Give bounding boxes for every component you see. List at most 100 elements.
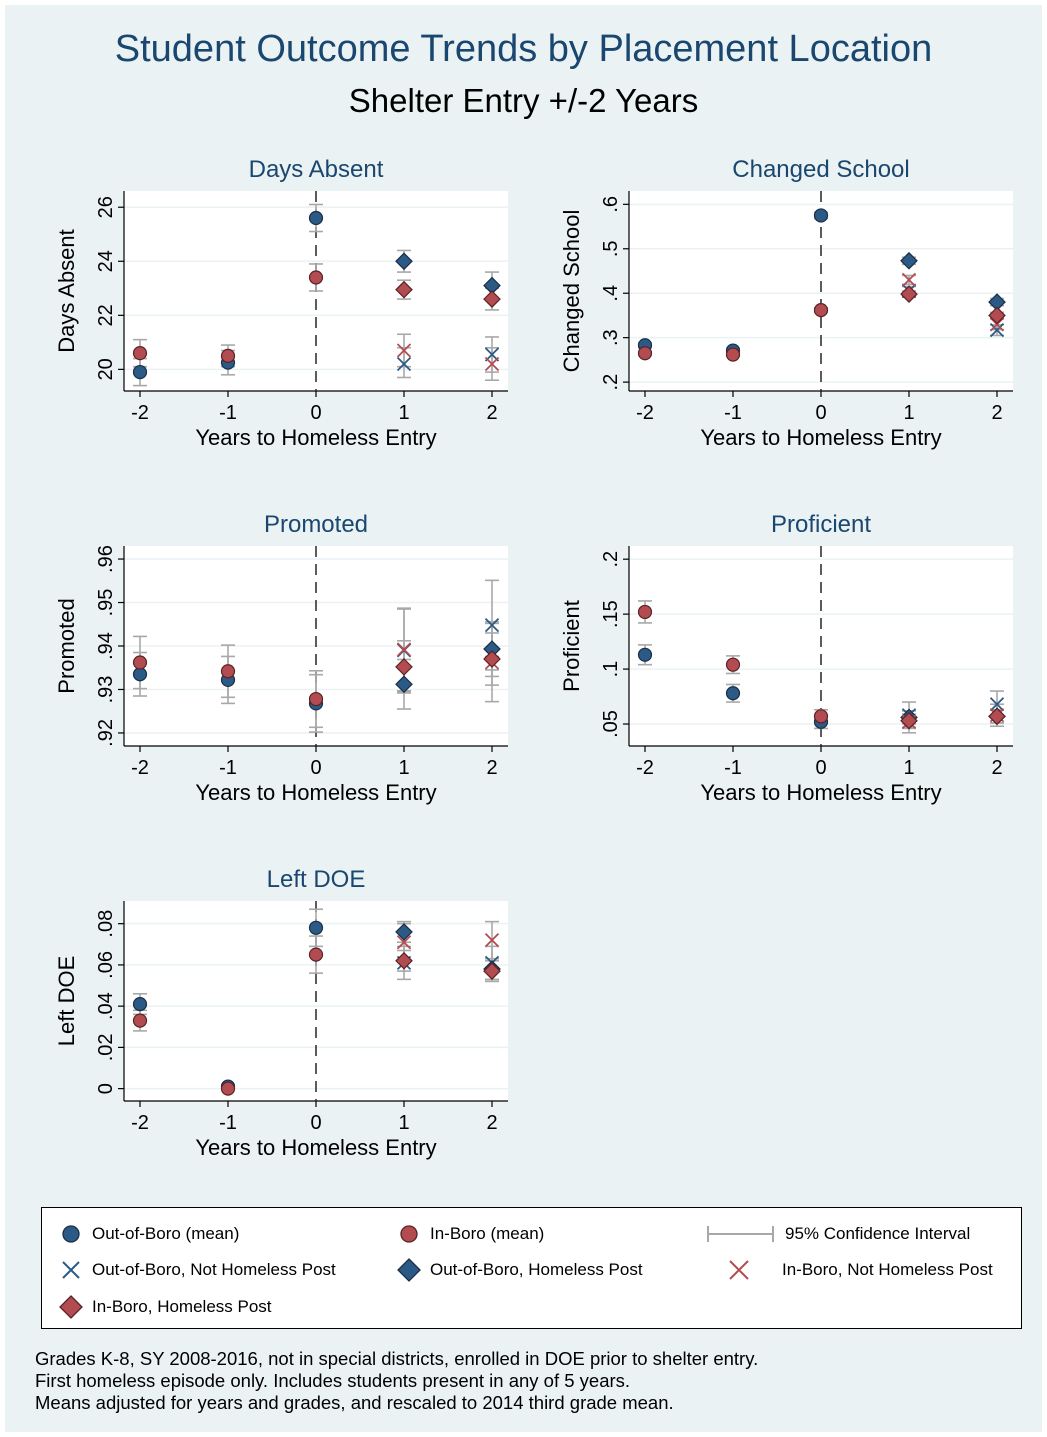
footnote-line: First homeless episode only. Includes st… <box>35 1370 631 1391</box>
panel-promoted: .92 .93 .94 .95 .96 -2 -1 0 1 2 Years to Homeless … <box>30 490 530 838</box>
point-in-boro-mean <box>637 604 653 620</box>
x-tick-label: 2 <box>486 757 497 779</box>
point-in-boro-homeless-post <box>395 658 413 676</box>
legend-label: Out-of-Boro, Homeless Post <box>430 1260 643 1279</box>
y-tick-label: .96 <box>95 545 117 573</box>
x-stroke <box>396 642 412 657</box>
x-tick-label: -2 <box>131 402 149 424</box>
legend-label: In-Boro (mean) <box>430 1224 545 1243</box>
x-tick-label: -1 <box>219 1112 237 1134</box>
point-in-boro-mean <box>725 347 741 362</box>
y-tick-label: 26 <box>95 196 117 218</box>
footnotes: Grades K-8, SY 2008-2016, not in special… <box>35 1348 758 1414</box>
y-tick-label: .92 <box>95 719 117 747</box>
legend: Out-of-Boro (mean) In-Boro (mean) 95% Co… <box>41 1207 1022 1329</box>
point-in-boro-homeless-post <box>988 707 1006 726</box>
chart-title: Student Outcome Trends by Placement Loca… <box>114 28 933 70</box>
y-tick-label: 20 <box>95 358 117 380</box>
chart-days-absent: 20 22 24 26 -2 -1 0 1 2 Years to Homeless Entry Da… <box>54 156 508 450</box>
panel-proficient: .05 .1 .15 .2 -2 -1 0 1 2 Years to Homeless Entry… <box>535 490 1035 838</box>
y-tick-label: .08 <box>95 910 117 938</box>
ci-bar-icon <box>707 1226 774 1242</box>
panel-days-absent: 20 22 24 26 -2 -1 0 1 2 Years to Homeless Entry Da… <box>30 135 530 483</box>
legend-label: Out-of-Boro, Not Homeless Post <box>92 1260 336 1279</box>
point-in-boro-not-homeless-post <box>396 642 412 657</box>
y-tick-label: .95 <box>95 589 117 617</box>
x-tick-label: 0 <box>815 402 826 424</box>
y-tick-label: .04 <box>95 992 117 1020</box>
x-tick-label: -2 <box>131 1112 149 1134</box>
chart-promoted: .92 .93 .94 .95 .96 -2 -1 0 1 2 Years to Homeless … <box>54 511 508 805</box>
point-out-of-boro-homeless-post <box>900 251 918 270</box>
footnote-line: Means adjusted for years and grades, and… <box>35 1392 674 1413</box>
point-in-boro-not-homeless-post <box>396 935 412 950</box>
panel-title: Changed School <box>732 156 909 183</box>
x-tick-label: 2 <box>486 402 497 424</box>
y-tick-label: .4 <box>600 285 622 302</box>
legend-item-in-boro-mean: In-Boro (mean) <box>396 1221 544 1247</box>
y-axis-label: Left DOE <box>54 956 79 1046</box>
y-tick-label: 22 <box>95 304 117 326</box>
y-tick-label: .06 <box>95 951 117 979</box>
point-out-of-boro-homeless-post <box>395 675 413 694</box>
point-in-boro-homeless-post <box>483 290 501 308</box>
y-tick-label: .6 <box>600 196 622 213</box>
point-out-of-boro-mean <box>132 364 148 380</box>
x-stroke <box>484 933 500 948</box>
point-out-of-boro-mean <box>813 208 829 223</box>
point-in-boro-not-homeless-post <box>484 356 500 372</box>
chart-changed-school: .2 .3 .4 .5 .6 -2 -1 0 1 2 Years to Homeless Entry… <box>559 156 1013 450</box>
point-out-of-boro-mean <box>637 647 653 662</box>
point-in-boro-mean <box>132 346 148 361</box>
legend-item-in-boro-not-homeless-post: In-Boro, Not Homeless Post <box>726 1257 993 1283</box>
point-in-boro-mean <box>132 1013 148 1028</box>
point-in-boro-homeless-post <box>395 280 413 299</box>
legend-item-out-of-boro-homeless-post: Out-of-Boro, Homeless Post <box>396 1257 643 1283</box>
x-tick-label: 2 <box>486 1112 497 1134</box>
point-in-boro-homeless-post <box>483 962 501 980</box>
red-diamond-icon <box>59 1295 83 1319</box>
point-out-of-boro-mean <box>132 996 148 1012</box>
point-out-of-boro-not-homeless-post <box>396 356 412 372</box>
point-in-boro-mean <box>132 655 148 670</box>
y-tick-label: .3 <box>600 329 622 346</box>
x-stroke <box>484 617 500 633</box>
y-tick-label: 24 <box>95 250 117 272</box>
point-in-boro-homeless-post <box>900 711 918 730</box>
point-out-of-boro-mean <box>132 667 148 682</box>
panel-left-doe: 0 .02 .04 .06 .08 -2 -1 0 1 2 Years to Homeless En… <box>30 845 530 1193</box>
legend-label: In-Boro, Not Homeless Post <box>782 1260 993 1279</box>
x-axis-label: Years to Homeless Entry <box>700 780 941 805</box>
point-in-boro-homeless-post <box>900 285 918 303</box>
x-stroke <box>396 356 412 372</box>
point-in-boro-mean <box>637 346 653 361</box>
y-tick-label: .1 <box>600 661 622 678</box>
point-out-of-boro-mean <box>725 686 741 701</box>
point-in-boro-mean <box>308 691 324 707</box>
point-out-of-boro-not-homeless-post <box>989 697 1005 712</box>
chart-proficient: .05 .1 .15 .2 -2 -1 0 1 2 Years to Homeless Entry… <box>559 511 1013 805</box>
point-out-of-boro-mean <box>308 920 324 935</box>
x-stroke <box>989 322 1005 338</box>
x-tick-label: -1 <box>219 402 237 424</box>
point-out-of-boro-mean <box>308 210 324 226</box>
x-tick-label: 1 <box>398 1112 409 1134</box>
panel-title: Proficient <box>771 511 871 538</box>
point-in-boro-homeless-post <box>483 650 501 668</box>
x-axis-label: Years to Homeless Entry <box>195 425 436 450</box>
chart-left-doe: 0 .02 .04 .06 .08 -2 -1 0 1 2 Years to Homeless En… <box>54 866 508 1160</box>
blue-diamond-icon <box>397 1258 421 1282</box>
x-tick-label: -2 <box>636 757 654 779</box>
point-in-boro-mean <box>813 303 829 318</box>
y-tick-label: .02 <box>95 1033 117 1061</box>
x-stroke <box>396 343 412 358</box>
point-out-of-boro-not-homeless-post <box>484 617 500 633</box>
x-axis-label: Years to Homeless Entry <box>700 425 941 450</box>
x-axis-label: Years to Homeless Entry <box>195 780 436 805</box>
legend-label: In-Boro, Homeless Post <box>92 1297 272 1316</box>
chart-subtitle: Shelter Entry +/-2 Years <box>348 82 699 119</box>
y-tick-label: .2 <box>600 551 622 568</box>
legend-label: 95% Confidence Interval <box>785 1224 971 1243</box>
legend-item-out-of-boro-mean: Out-of-Boro (mean) <box>58 1221 239 1247</box>
